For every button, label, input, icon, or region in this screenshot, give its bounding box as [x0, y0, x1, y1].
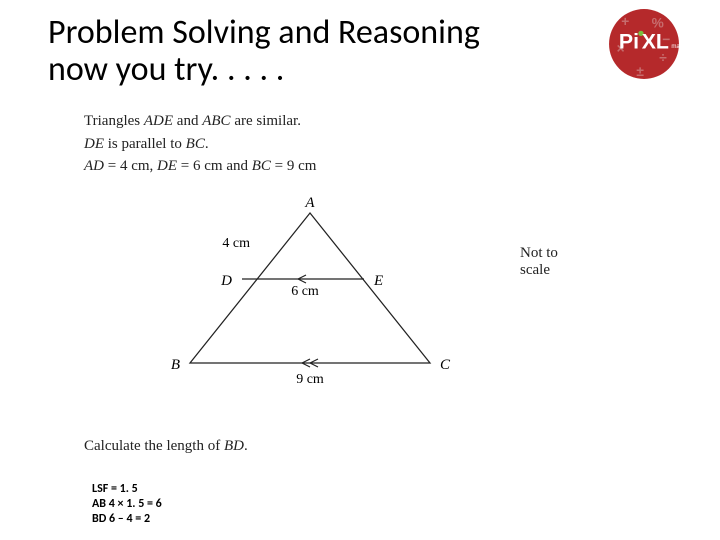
svg-text:+: + — [621, 14, 629, 29]
problem-line-1: Triangles ADE and ABC are similar. — [84, 110, 316, 133]
diagram-svg: A B C D E 4 cm 6 cm 9 cm — [150, 195, 470, 405]
title-line-2: now you try. . . . . — [48, 51, 480, 88]
label-bc-len: 9 cm — [296, 372, 324, 387]
logo-text-pi: Pi — [619, 30, 639, 54]
problem-text: Triangles ADE and ABC are similar. DE is… — [84, 110, 316, 178]
logo-sub: maths — [671, 43, 682, 50]
problem-line-3: AD = 4 cm, DE = 6 cm and BC = 9 cm — [84, 155, 316, 178]
working-out: LSF = 1. 5 AB 4 × 1. 5 = 6 BD 6 – 4 = 2 — [92, 482, 162, 527]
title-line-1: Problem Solving and Reasoning — [48, 14, 480, 51]
calculate-prompt: Calculate the length of BD. — [84, 438, 248, 455]
label-de-len: 6 cm — [291, 284, 319, 299]
triangle-diagram: A B C D E 4 cm 6 cm 9 cm Not to scale — [150, 195, 570, 410]
pixl-logo: + % × ÷ ± − Pi XL maths — [606, 6, 682, 82]
logo-text-xl: XL — [642, 30, 669, 54]
svg-text:%: % — [652, 15, 664, 30]
label-b: B — [171, 357, 180, 373]
working-line-3: BD 6 – 4 = 2 — [92, 512, 162, 527]
label-c: C — [440, 357, 451, 373]
label-a: A — [304, 195, 315, 211]
working-line-1: LSF = 1. 5 — [92, 482, 162, 497]
label-ad-len: 4 cm — [222, 236, 250, 251]
label-e: E — [373, 273, 383, 289]
title: Problem Solving and Reasoning now you tr… — [48, 14, 480, 89]
working-line-2: AB 4 × 1. 5 = 6 — [92, 497, 162, 512]
label-d: D — [220, 273, 232, 289]
problem-line-2: DE is parallel to BC. — [84, 133, 316, 156]
not-to-scale: Not to scale — [520, 245, 570, 279]
svg-text:±: ± — [636, 64, 644, 79]
